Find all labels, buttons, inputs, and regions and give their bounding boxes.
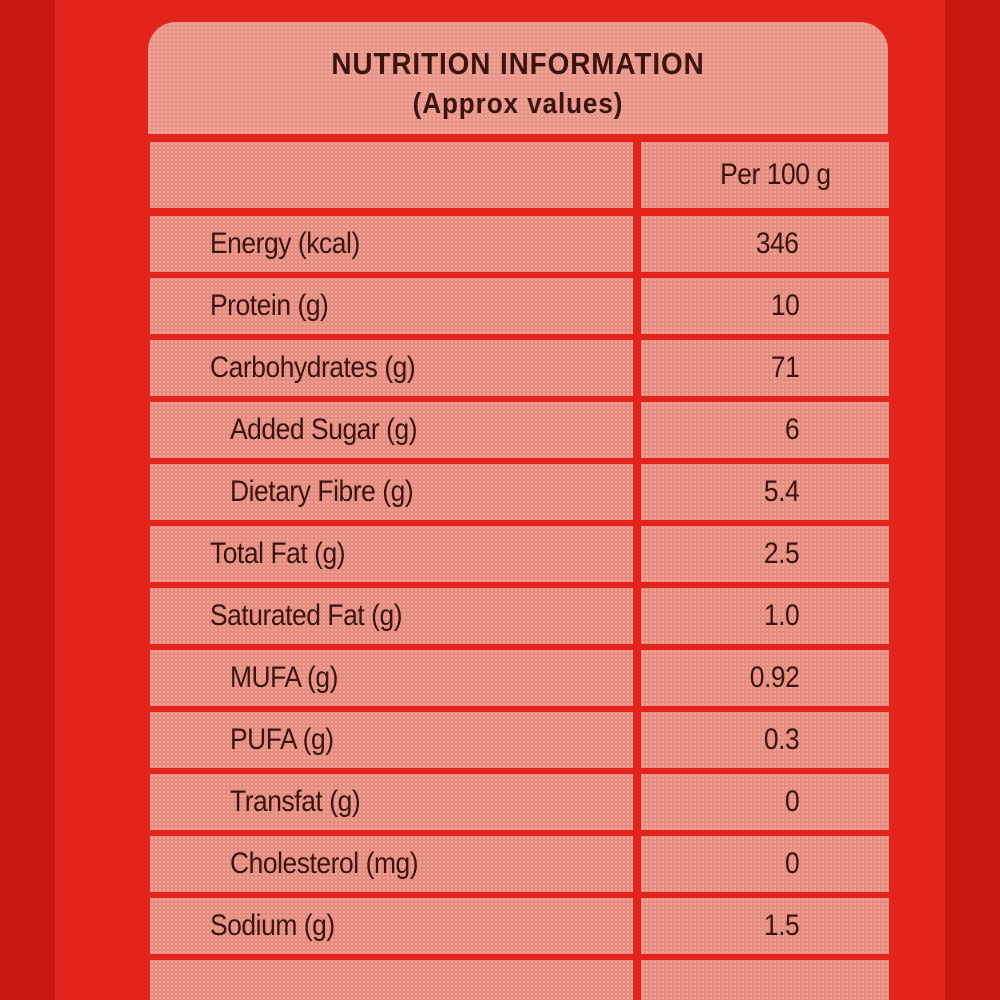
label-header: NUTRITION INFORMATION (Approx values): [148, 22, 888, 134]
nutrient-value: 71: [641, 340, 889, 396]
nutrient-value: 5.4: [641, 464, 889, 520]
nutrient-name: Protein (g): [150, 278, 633, 334]
package-edge-left: [0, 0, 55, 1000]
nutrient-value: 346: [641, 216, 889, 272]
label-subtitle: (Approx values): [412, 88, 624, 120]
nutrient-value: 1.5: [641, 898, 889, 954]
nutrient-name: Total Fat (g): [150, 526, 633, 582]
nutrient-value: 0: [641, 836, 889, 892]
nutrient-value: 0.3: [641, 712, 889, 768]
nutrient-name: Dietary Fibre (g): [150, 464, 633, 520]
nutrient-name: Carbohydrates (g): [150, 340, 633, 396]
nutrient-name: Transfat (g): [150, 774, 633, 830]
nutrient-name: Saturated Fat (g): [150, 588, 633, 644]
blank-row-cell: [150, 960, 633, 1000]
nutrient-name: Added Sugar (g): [150, 402, 633, 458]
nutrient-value: 0.92: [641, 650, 889, 706]
column-header: Per 100 g: [641, 142, 889, 208]
nutrient-value: 1.0: [641, 588, 889, 644]
nutrient-name: MUFA (g): [150, 650, 633, 706]
nutrient-value: 0: [641, 774, 889, 830]
nutrient-value: 6: [641, 402, 889, 458]
package-edge-right: [945, 0, 1000, 1000]
header-blank-cell: [150, 142, 633, 208]
nutrient-value: 10: [641, 278, 889, 334]
label-title: NUTRITION INFORMATION: [331, 46, 705, 81]
blank-row-cell: [641, 960, 889, 1000]
nutrient-name: Energy (kcal): [150, 216, 633, 272]
nutrient-name: Sodium (g): [150, 898, 633, 954]
nutrient-name: PUFA (g): [150, 712, 633, 768]
nutrient-value: 2.5: [641, 526, 889, 582]
nutrient-name: Cholesterol (mg): [150, 836, 633, 892]
